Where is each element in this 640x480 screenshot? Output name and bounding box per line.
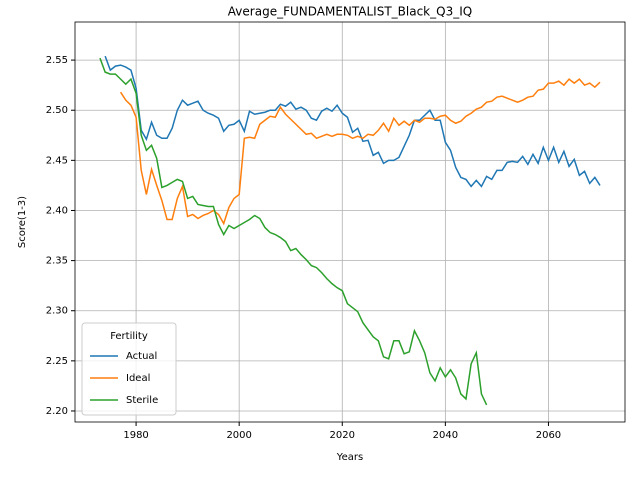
y-tick-label: 2.45 xyxy=(46,155,68,166)
legend-label: Actual xyxy=(126,351,157,362)
x-tick-label: 2000 xyxy=(226,430,251,441)
legend-label: Ideal xyxy=(126,373,150,384)
x-tick-label: 1980 xyxy=(123,430,148,441)
y-tick-label: 2.20 xyxy=(46,406,68,417)
series-line xyxy=(119,78,601,226)
y-tick-label: 2.25 xyxy=(46,356,68,367)
y-tick-label: 2.35 xyxy=(46,256,68,267)
legend: Fertility Actual Ideal Sterile xyxy=(81,322,177,416)
legend-box xyxy=(81,322,177,416)
legend-title: Fertility xyxy=(110,331,148,342)
plot-frame xyxy=(74,21,626,423)
x-axis-label: Years xyxy=(336,452,363,463)
y-tick-label: 2.55 xyxy=(46,55,68,66)
x-tick-label: 2020 xyxy=(330,430,355,441)
y-tick-label: 2.40 xyxy=(46,205,68,216)
x-tick-label: 2060 xyxy=(536,430,561,441)
x-tick-label: 2040 xyxy=(433,430,458,441)
chart-title: Average_FUNDAMENTALIST_Black_Q3_IQ xyxy=(228,5,472,19)
y-axis-label: Score(1-3) xyxy=(17,196,28,248)
series-line xyxy=(104,55,601,188)
y-tick-label: 2.50 xyxy=(46,105,68,116)
series-line xyxy=(99,57,488,406)
y-tick-label: 2.30 xyxy=(46,306,68,317)
legend-label: Sterile xyxy=(126,395,158,406)
